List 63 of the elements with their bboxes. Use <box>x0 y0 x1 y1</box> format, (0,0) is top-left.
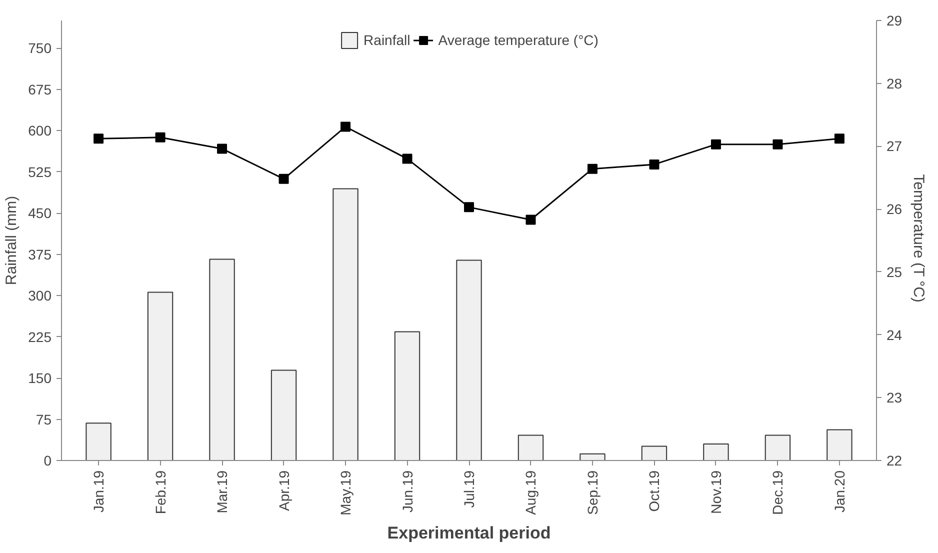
x-tick-label: Apr.19 <box>276 470 292 511</box>
y2-axis-title: Temperature (T °C) <box>910 174 928 302</box>
bar <box>580 453 606 460</box>
y-tick-label: 300 <box>28 288 52 304</box>
point <box>278 174 289 184</box>
y-tick-label: 450 <box>28 205 52 221</box>
x-tick-label: Jan.20 <box>831 470 848 513</box>
x-axis-title: Experimental period <box>387 523 551 542</box>
y-axis-title: Rainfall (mm) <box>3 196 20 286</box>
bar <box>518 434 544 460</box>
x-tick-label: Sep.19 <box>584 470 600 515</box>
point <box>155 132 166 142</box>
bar <box>641 446 668 460</box>
bar <box>86 422 112 460</box>
y-tick-label: 600 <box>28 122 52 138</box>
x-tick-label: Dec.19 <box>770 470 786 515</box>
y2-tick-label: 28 <box>886 75 902 92</box>
bar <box>826 429 852 460</box>
y-tick-label: 150 <box>28 370 52 386</box>
point <box>710 139 721 150</box>
y2-tick-label: 29 <box>886 12 902 28</box>
y-tick-label: 525 <box>28 164 52 180</box>
y2-tick-label: 24 <box>886 326 902 343</box>
x-tick-label: Aug.19 <box>522 470 539 515</box>
bar <box>209 258 235 460</box>
point <box>649 159 660 170</box>
y2-tick-label: 27 <box>886 138 902 154</box>
x-tick-label: Feb.19 <box>152 470 168 514</box>
x-tick-label: Oct.19 <box>646 470 662 512</box>
point <box>402 154 412 164</box>
x-tick-label: Jul.19 <box>461 470 477 508</box>
y2-tick-label: 22 <box>886 452 902 468</box>
bar <box>456 260 482 460</box>
bar <box>270 370 297 460</box>
x-tick-label: May.19 <box>338 470 354 516</box>
bar <box>703 444 729 460</box>
point <box>587 164 598 174</box>
y-tick-label: 225 <box>28 328 52 345</box>
y2-tick-label: 23 <box>886 390 902 406</box>
bar <box>764 434 791 460</box>
y-tick-label: 375 <box>28 246 52 262</box>
legend-label: Rainfall <box>364 32 410 48</box>
legend-label: Average temperature (°C) <box>438 32 598 48</box>
x-tick-label: Jun.19 <box>399 470 416 513</box>
y-tick-label: 75 <box>36 411 52 428</box>
x-tick-label: Nov.19 <box>708 470 724 514</box>
point <box>772 139 783 150</box>
y2-tick-label: 25 <box>886 264 902 280</box>
x-tick-label: Mar.19 <box>214 470 230 514</box>
point <box>217 144 228 154</box>
point <box>340 122 351 132</box>
y-tick-label: 750 <box>28 40 52 56</box>
y-tick-label: 675 <box>28 81 52 98</box>
bar <box>394 331 420 460</box>
point <box>526 214 536 225</box>
x-tick-label: Jan.19 <box>90 470 107 513</box>
y2-tick-label: 26 <box>886 201 902 218</box>
y-tick-label: 0 <box>44 452 52 468</box>
point <box>94 134 104 144</box>
bar <box>332 188 358 460</box>
point <box>834 134 844 144</box>
point <box>464 202 474 212</box>
bar <box>147 292 174 460</box>
